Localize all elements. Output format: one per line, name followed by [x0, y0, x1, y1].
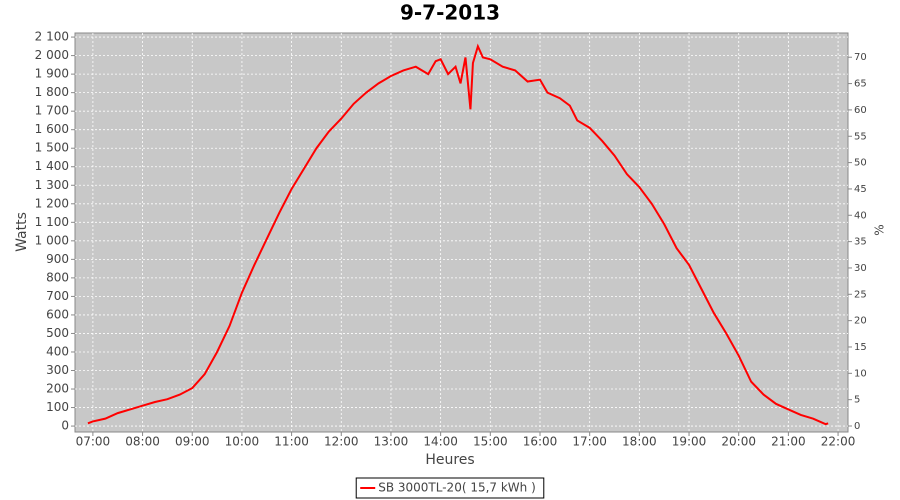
x-tick-label: 07:00	[76, 435, 111, 449]
x-axis-label: Heures	[425, 452, 474, 468]
y-tick-label: 500	[46, 326, 69, 340]
y-tick-label: 1 400	[35, 159, 69, 173]
y-tick-label: 100	[46, 400, 69, 414]
x-tick-label: 14:00	[423, 435, 458, 449]
y2-tick-label: 20	[854, 316, 867, 327]
y-tick-label: 0	[61, 419, 69, 433]
y2-tick-label: 25	[854, 289, 867, 300]
x-tick-label: 10:00	[225, 435, 260, 449]
chart-title: 9-7-2013	[400, 1, 500, 25]
y-tick-label: 1 800	[35, 85, 69, 99]
y2-tick-label: 15	[854, 342, 867, 353]
x-tick-label: 09:00	[175, 435, 210, 449]
y2-tick-label: 40	[854, 210, 867, 221]
y-tick-label: 200	[46, 382, 69, 396]
x-tick-label: 08:00	[125, 435, 160, 449]
y2-tick-label: 5	[854, 395, 860, 406]
x-tick-label: 11:00	[274, 435, 309, 449]
plot-area	[74, 32, 849, 433]
y-tick-label: 300	[46, 363, 69, 377]
y2-tick-label: 60	[854, 105, 867, 116]
y-tick-label: 400	[46, 344, 69, 358]
legend-label: SB 3000TL-20( 15,7 kWh )	[378, 481, 536, 495]
y-tick-label: 2 000	[35, 48, 69, 62]
y-axis-label: Watts	[14, 212, 30, 252]
y2-tick-label: 35	[854, 237, 867, 248]
y-tick-label: 1 900	[35, 67, 69, 81]
legend: SB 3000TL-20( 15,7 kWh )	[355, 477, 545, 499]
y-tick-label: 1 500	[35, 141, 69, 155]
x-tick-label: 15:00	[473, 435, 508, 449]
y2-axis-label: %	[873, 224, 887, 235]
y-tick-label: 1 600	[35, 122, 69, 136]
x-tick-label: 19:00	[672, 435, 707, 449]
y2-tick-label: 70	[854, 52, 867, 63]
series-line	[87, 43, 829, 426]
x-tick-label: 13:00	[374, 435, 409, 449]
y2-tick-label: 0	[854, 421, 860, 432]
x-tick-label: 22:00	[821, 435, 856, 449]
x-tick-label: 21:00	[771, 435, 806, 449]
y-tick-label: 1 100	[35, 215, 69, 229]
y-tick-label: 1 300	[35, 178, 69, 192]
y-tick-label: 2 100	[35, 30, 69, 44]
y-tick-label: 800	[46, 270, 69, 284]
y2-tick-label: 55	[854, 131, 867, 142]
x-tick-label: 18:00	[622, 435, 657, 449]
y2-tick-label: 30	[854, 263, 867, 274]
y-tick-label: 700	[46, 289, 69, 303]
y-tick-label: 600	[46, 307, 69, 321]
x-tick-label: 16:00	[523, 435, 558, 449]
y2-tick-label: 65	[854, 79, 867, 90]
y-tick-label: 1 000	[35, 233, 69, 247]
y2-tick-label: 50	[854, 158, 867, 169]
y-tick-label: 1 200	[35, 196, 69, 210]
y2-tick-label: 10	[854, 368, 867, 379]
legend-box	[355, 477, 545, 499]
x-tick-label: 20:00	[721, 435, 756, 449]
y2-tick-label: 45	[854, 184, 867, 195]
x-tick-label: 17:00	[572, 435, 607, 449]
y-tick-label: 900	[46, 252, 69, 266]
x-tick-label: 12:00	[324, 435, 359, 449]
y-tick-label: 1 700	[35, 104, 69, 118]
